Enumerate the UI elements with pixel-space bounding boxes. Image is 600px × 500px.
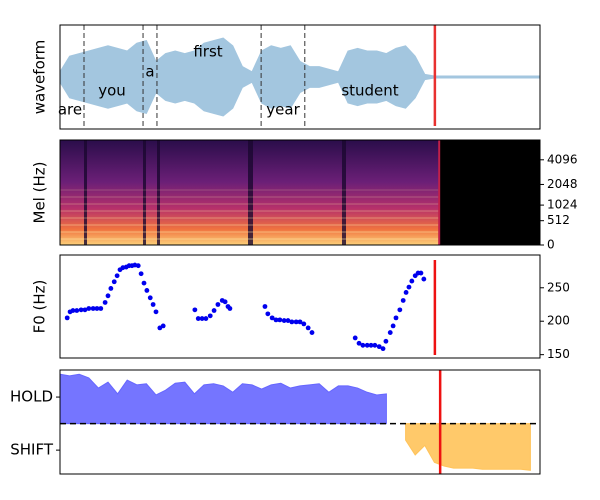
f0-point — [285, 318, 291, 323]
f0-point — [147, 295, 153, 301]
y-axis-label: waveform — [31, 40, 49, 115]
f0-point — [393, 315, 399, 321]
f0-point — [227, 306, 233, 311]
spectrogram-gap — [342, 140, 346, 245]
f0-point — [403, 290, 409, 295]
f0-point — [305, 325, 311, 331]
probability-area — [59, 373, 387, 425]
f0-point — [222, 299, 228, 305]
y-tick-label: SHIFT — [10, 441, 54, 459]
f0-point — [360, 342, 366, 348]
waveform-upper — [59, 37, 541, 78]
word-label: are — [58, 101, 82, 119]
spectrogram-gap — [84, 140, 87, 245]
f0-point — [376, 344, 382, 350]
y-axis-label: F0 (Hz) — [31, 280, 49, 334]
f0-point — [203, 316, 209, 321]
f0-point — [105, 293, 111, 299]
f0-point — [114, 273, 120, 279]
f0-point — [111, 279, 117, 285]
spectrogram-silence — [439, 140, 540, 245]
f0-point — [78, 307, 84, 313]
word-label: year — [266, 101, 300, 119]
f0-point — [277, 317, 283, 323]
f0-point — [383, 338, 389, 344]
f0-point — [390, 323, 396, 329]
y-tick-label: HOLD — [10, 388, 53, 406]
spectrogram-gap — [143, 140, 146, 245]
y-tick-label: 150 — [547, 347, 570, 361]
f0-point — [309, 330, 315, 335]
f0-point — [211, 308, 217, 313]
f0-point — [108, 286, 114, 291]
f0-point — [138, 271, 144, 277]
f0-point — [141, 280, 147, 286]
f0-point — [297, 319, 303, 325]
f0-point — [70, 308, 76, 313]
word-label: you — [98, 82, 126, 100]
f0-point — [102, 300, 108, 305]
panel-frame — [59, 254, 541, 359]
y-tick-label: 512 — [547, 213, 570, 227]
f0-point — [215, 302, 221, 307]
f0-point — [82, 307, 88, 313]
y-tick-label: 0 — [547, 238, 555, 252]
f0-point — [135, 263, 141, 269]
panel-frame — [59, 24, 541, 130]
f0-point — [352, 335, 358, 341]
f0-point — [387, 330, 393, 335]
f0-point — [301, 321, 307, 327]
panel-frame — [59, 369, 541, 475]
f0-point — [74, 308, 80, 313]
f0-point — [368, 342, 374, 348]
f0-point — [400, 298, 406, 303]
f0-point — [372, 342, 378, 348]
y-tick-label: 250 — [547, 280, 570, 294]
f0-point — [144, 288, 150, 293]
f0-point — [397, 307, 403, 313]
spectrogram-gap — [157, 140, 160, 245]
f0-point — [265, 311, 271, 317]
f0-point — [273, 317, 279, 323]
panel-frame — [59, 139, 541, 246]
f0-point — [418, 270, 424, 276]
f0-point — [262, 304, 268, 309]
f0-point — [406, 284, 412, 290]
f0-point — [98, 306, 104, 311]
word-label: student — [341, 82, 398, 100]
y-tick-label: 4096 — [547, 152, 578, 166]
y-tick-label: 2048 — [547, 177, 578, 191]
f0-point — [364, 342, 370, 348]
f0-point — [150, 302, 156, 307]
f0-point — [94, 306, 100, 311]
f0-point — [160, 323, 166, 329]
word-label: first — [193, 43, 222, 61]
f0-point — [153, 309, 159, 315]
f0-point — [293, 319, 299, 325]
y-tick-label: 200 — [547, 314, 570, 328]
f0-point — [86, 306, 92, 311]
f0-point — [207, 313, 213, 319]
y-tick-label: 1024 — [547, 198, 578, 212]
f0-point — [269, 315, 275, 321]
f0-point — [199, 316, 205, 321]
f0-point — [90, 306, 96, 311]
word-label: a — [145, 63, 154, 81]
y-axis-label: Mel (Hz) — [31, 162, 49, 224]
f0-point — [281, 318, 287, 323]
f0-point — [409, 278, 415, 284]
probability-area — [405, 423, 531, 471]
f0-point — [192, 307, 198, 313]
f0-point — [289, 319, 295, 325]
f0-point — [380, 346, 386, 352]
f0-point — [356, 340, 362, 346]
f0-point — [195, 316, 201, 321]
f0-point — [421, 276, 427, 282]
f0-point — [64, 315, 70, 321]
spectrogram-gap — [248, 140, 253, 245]
